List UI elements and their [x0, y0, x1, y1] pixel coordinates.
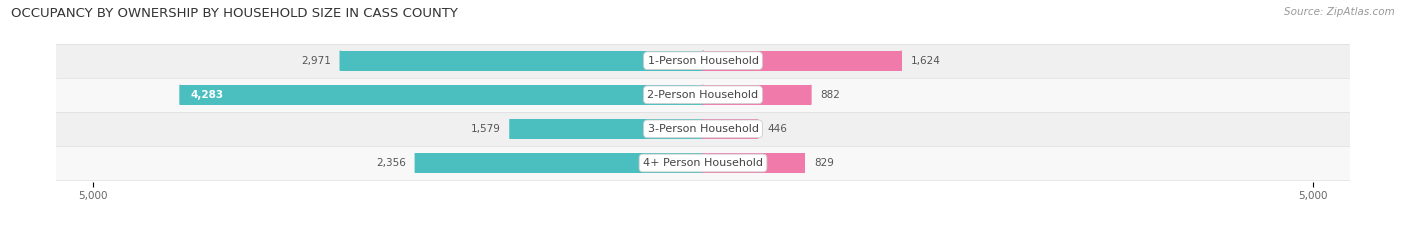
Text: 1,579: 1,579: [471, 124, 501, 134]
Text: 3-Person Household: 3-Person Household: [648, 124, 758, 134]
Text: 2,971: 2,971: [301, 56, 330, 66]
Bar: [703, 51, 901, 71]
Text: 4,283: 4,283: [190, 90, 224, 100]
Text: 1-Person Household: 1-Person Household: [648, 56, 758, 66]
Bar: [56, 146, 1350, 180]
Text: 446: 446: [768, 124, 787, 134]
Bar: [703, 153, 804, 173]
Text: 4+ Person Household: 4+ Person Household: [643, 158, 763, 168]
Text: 829: 829: [814, 158, 834, 168]
Text: 882: 882: [820, 90, 841, 100]
Bar: [56, 44, 1350, 78]
Bar: [703, 85, 811, 105]
Bar: [510, 119, 703, 139]
Bar: [340, 51, 703, 71]
Text: 2,356: 2,356: [375, 158, 406, 168]
Bar: [416, 153, 703, 173]
Text: OCCUPANCY BY OWNERSHIP BY HOUSEHOLD SIZE IN CASS COUNTY: OCCUPANCY BY OWNERSHIP BY HOUSEHOLD SIZE…: [11, 7, 458, 20]
Bar: [180, 85, 703, 105]
Text: 2-Person Household: 2-Person Household: [647, 90, 759, 100]
Text: Source: ZipAtlas.com: Source: ZipAtlas.com: [1284, 7, 1395, 17]
Bar: [56, 78, 1350, 112]
Text: 1,624: 1,624: [911, 56, 941, 66]
Bar: [703, 119, 758, 139]
Bar: [56, 112, 1350, 146]
